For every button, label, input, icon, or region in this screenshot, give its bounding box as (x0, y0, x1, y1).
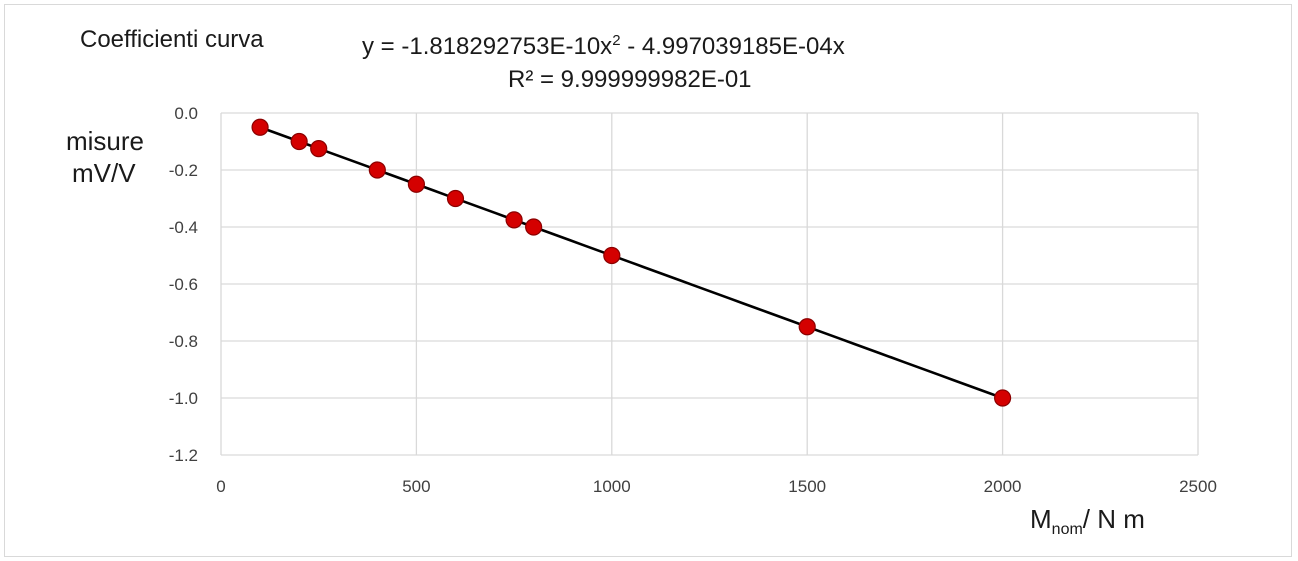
x-axis-label-subscript: nom (1051, 521, 1083, 538)
equation-prefix: y = -1.818292753E-10x (362, 33, 613, 60)
data-point (993, 389, 1012, 407)
data-point (798, 318, 816, 336)
x-axis-label-main: M (1030, 504, 1052, 534)
y-tick-label: -0.2 (169, 161, 198, 180)
x-tick-label: 2500 (1179, 477, 1217, 496)
data-point (407, 175, 425, 193)
data-point (251, 118, 269, 136)
y-tick-label: -0.4 (169, 218, 198, 237)
data-point (446, 189, 465, 208)
y-tick-label: -0.6 (169, 275, 198, 294)
chart-title: Coefficienti curva (80, 26, 264, 53)
data-point (525, 218, 543, 236)
chart-area (4, 4, 1292, 557)
x-tick-label: 0 (216, 477, 225, 496)
data-point (368, 161, 386, 179)
r-squared: R² = 9.999999982E-01 (508, 66, 752, 93)
x-tick-label: 500 (402, 477, 430, 496)
x-axis-label: Mnom/ N m (1030, 504, 1145, 539)
y-axis-label-line1: misure (66, 126, 145, 156)
x-tick-label: 1500 (788, 477, 826, 496)
trendline-equation: y = -1.818292753E-10x2 - 4.997039185E-04… (362, 32, 845, 61)
data-point (290, 132, 308, 151)
x-tick-label: 2000 (984, 477, 1022, 496)
y-tick-label: -1.2 (169, 446, 198, 465)
equation-exponent: 2 (612, 32, 621, 49)
y-tick-label: 0.0 (174, 104, 198, 123)
equation-suffix: - 4.997039185E-04x (620, 33, 845, 60)
data-point (603, 246, 621, 265)
x-tick-label: 1000 (593, 477, 631, 496)
y-axis-label-line2: mV/V (72, 158, 136, 188)
y-tick-label: -0.8 (169, 332, 198, 351)
x-axis-label-unit: / N m (1082, 504, 1145, 534)
data-point (505, 211, 523, 229)
data-point (310, 140, 328, 158)
y-tick-label: -1.0 (169, 389, 198, 408)
